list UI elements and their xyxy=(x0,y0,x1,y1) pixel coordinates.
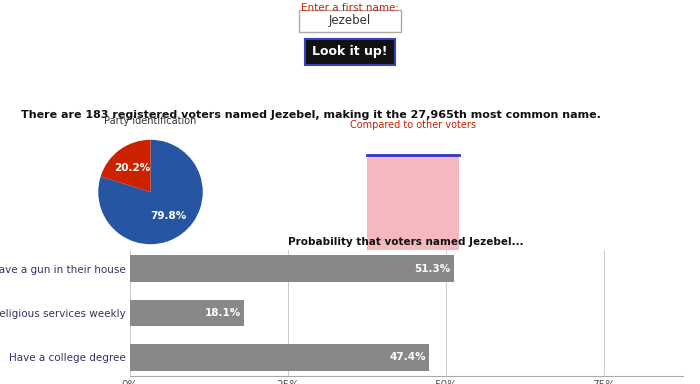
Wedge shape xyxy=(101,140,150,192)
Title: Party identification: Party identification xyxy=(104,116,197,126)
Text: 79.8%: 79.8% xyxy=(150,212,187,222)
Wedge shape xyxy=(98,140,203,244)
Text: There are 183 registered voters named Jezebel, making it the 27,965th most commo: There are 183 registered voters named Je… xyxy=(21,110,601,120)
Bar xyxy=(299,10,401,32)
Text: 47.4%: 47.4% xyxy=(389,352,426,362)
Text: 51.3%: 51.3% xyxy=(414,264,451,274)
Text: Enter a first name:: Enter a first name: xyxy=(301,3,399,13)
Title: Probability that voters named Jezebel...: Probability that voters named Jezebel... xyxy=(288,237,524,247)
Title: Compared to other voters: Compared to other voters xyxy=(350,120,476,130)
Text: 18.1%: 18.1% xyxy=(204,308,241,318)
Bar xyxy=(130,300,244,326)
Bar xyxy=(367,155,459,253)
Text: Look it up!: Look it up! xyxy=(312,45,388,58)
Text: 20.2%: 20.2% xyxy=(114,162,150,172)
Bar xyxy=(130,344,429,371)
Text: Jezebel: Jezebel xyxy=(329,15,371,28)
Bar xyxy=(305,39,395,65)
Bar xyxy=(130,255,454,282)
